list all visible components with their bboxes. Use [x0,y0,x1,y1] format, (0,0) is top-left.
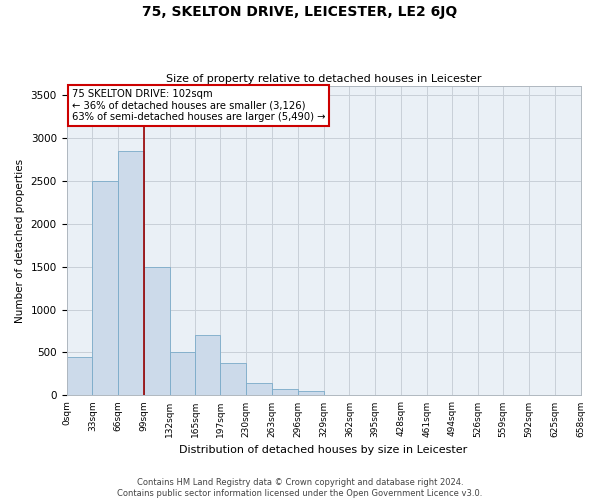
Bar [246,382,272,396]
Title: Size of property relative to detached houses in Leicester: Size of property relative to detached ho… [166,74,481,84]
Bar [298,391,323,396]
Bar [67,357,92,396]
Bar [272,389,298,396]
Bar [196,336,220,396]
Bar [92,180,118,396]
Text: 75, SKELTON DRIVE, LEICESTER, LE2 6JQ: 75, SKELTON DRIVE, LEICESTER, LE2 6JQ [142,5,458,19]
Bar [144,266,170,396]
X-axis label: Distribution of detached houses by size in Leicester: Distribution of detached houses by size … [179,445,467,455]
Bar [220,363,246,396]
Text: Contains HM Land Registry data © Crown copyright and database right 2024.
Contai: Contains HM Land Registry data © Crown c… [118,478,482,498]
Bar [118,150,144,396]
Bar [170,352,196,396]
Y-axis label: Number of detached properties: Number of detached properties [15,158,25,323]
Text: 75 SKELTON DRIVE: 102sqm
← 36% of detached houses are smaller (3,126)
63% of sem: 75 SKELTON DRIVE: 102sqm ← 36% of detach… [71,90,325,122]
